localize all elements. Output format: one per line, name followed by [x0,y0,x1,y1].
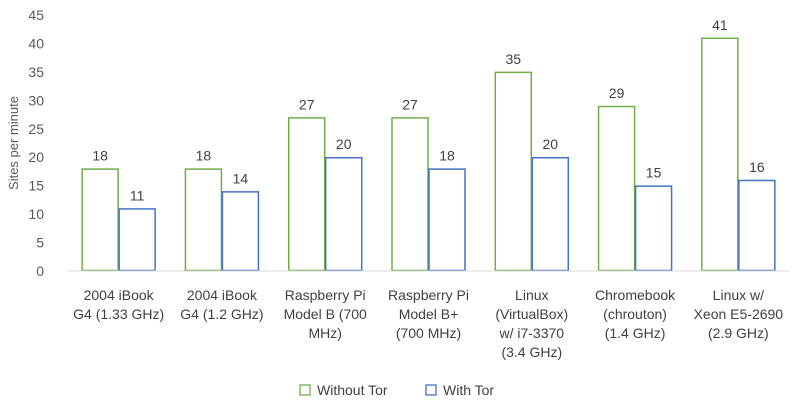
category-label-line: G4 (1.2 GHz) [180,306,263,322]
category-label-line: MHz) [308,325,341,341]
data-label: 16 [749,159,765,175]
bar-with-tor [531,156,570,272]
legend: Without Tor With Tor [299,382,494,398]
y-tick-label: 35 [28,64,44,80]
category-label: Raspberry Pi Model B+ (700 MHz) [388,287,469,341]
bar-without-tor [287,117,326,272]
y-axis-ticks: 0 5 10 15 20 25 30 35 40 45 [28,7,44,279]
category-label-line: Model B (700 [284,306,367,322]
category-label-line: (700 MHz) [396,325,461,341]
data-label: 20 [542,136,558,152]
y-tick-label: 20 [28,149,44,165]
data-label: 11 [130,187,145,203]
bar-without-tor [597,105,636,272]
data-label: 14 [233,170,249,186]
bars [81,37,776,272]
category-label-line: 2004 iBook [187,287,258,303]
data-label: 18 [92,148,108,164]
y-tick-label: 5 [36,235,44,251]
legend-swatch-with-tor [425,384,437,396]
category-label: Linux w/Xeon E5-2690 (2.9 GHz) [694,287,784,341]
category-label: Raspberry Pi Model B (700 MHz) [284,287,367,341]
data-label: 18 [196,148,212,164]
category-label-line: w/ i7-3370 [498,325,564,341]
data-label: 15 [646,165,662,181]
category-label-line: Linux [515,287,548,303]
category-label-line: (chrouton) [603,306,667,322]
bar-without-tor [184,168,223,272]
category-label: 2004 iBook G4 (1.33 GHz) [73,287,164,322]
data-label: 35 [505,51,521,67]
y-tick-label: 40 [28,35,44,51]
category-label-line: Model B+ [399,306,459,322]
legend-label: Without Tor [317,382,388,398]
y-axis-title: Sites per minute [6,96,21,190]
bar-with-tor [324,156,363,272]
bar-with-tor [221,191,260,272]
bar-without-tor [701,37,739,272]
x-axis-categories: 2004 iBook G4 (1.33 GHz) 2004 iBook G4 (1.2… [73,287,783,360]
category-label: Linux (VirtualBox) w/ i7-3370 (3.4 GHz) [495,287,568,360]
category-label-line: Chromebook [595,287,676,303]
category-label-line: G4 (1.33 GHz) [73,306,164,322]
category-label: 2004 iBook G4 (1.2 GHz) [180,287,263,322]
data-label: 20 [336,136,352,152]
bar-with-tor [634,185,673,272]
category-label-line: (1.4 GHz) [605,325,666,341]
data-label: 27 [402,96,418,112]
category-label-line: (2.9 GHz) [708,325,769,341]
y-tick-label: 25 [28,121,44,137]
y-tick-label: 15 [28,178,44,194]
category-label-line: Linux w/ [713,287,764,303]
y-tick-label: 30 [28,92,44,108]
data-label: 18 [439,148,455,164]
category-label-line: (VirtualBox) [495,306,568,322]
data-label: 41 [712,17,728,33]
y-tick-label: 45 [28,7,44,23]
bar-without-tor [494,71,533,272]
legend-label: With Tor [443,382,494,398]
category-label-line: 2004 iBook [84,287,155,303]
legend-swatch-without-tor [299,384,311,396]
category-label-line: Raspberry Pi [388,287,469,303]
bar-with-tor [118,208,156,272]
category-label-line: Raspberry Pi [285,287,366,303]
bar-without-tor [81,168,119,272]
bar-without-tor [391,117,429,272]
y-tick-label: 10 [28,206,44,222]
data-labels: 18 11 18 14 27 20 27 18 35 20 29 15 41 16 [92,17,765,204]
category-label-line: (3.4 GHz) [501,344,562,360]
y-tick-label: 0 [36,263,44,279]
data-label: 29 [609,85,625,101]
data-label: 27 [299,96,315,112]
category-label: Chromebook (chrouton) (1.4 GHz) [595,287,676,341]
category-label-line: Xeon E5-2690 [694,306,784,322]
bar-with-tor [428,168,466,272]
bar-with-tor [738,179,776,272]
